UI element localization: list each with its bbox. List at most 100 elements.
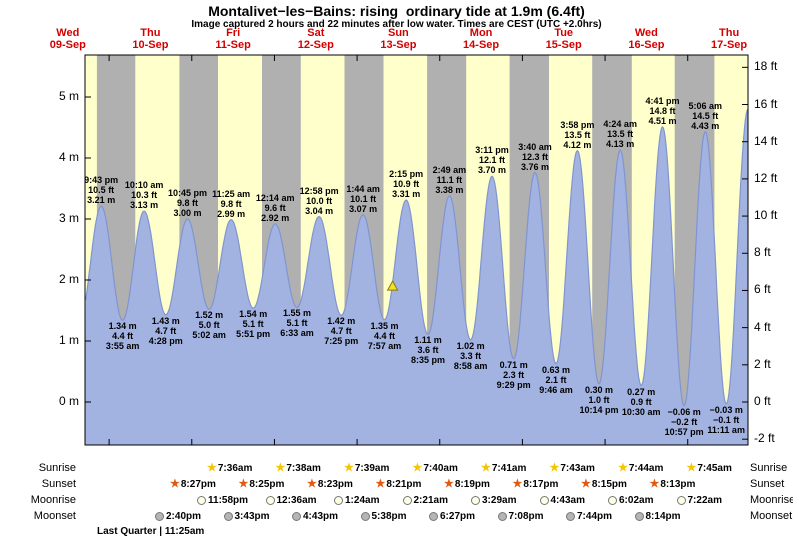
moonrise-time-entry: 3:29am [471,493,516,507]
day-label-date: 10-Sep [132,39,169,51]
moonset-time: 3:43pm [234,510,270,522]
sunset-time-entry: ★ 8:21pm [376,477,422,491]
high-tide-annotation: 3:58 pm 13.5 ft 4.12 m [540,120,614,150]
ephemeris-row-label-left-sunrise: Sunrise [38,462,76,474]
moonrise-time-entry: 6:02am [608,493,653,507]
day-label-date: 12-Sep [297,39,334,51]
moonrise-time: 2:21am [413,494,448,506]
moonrise-moon-icon [471,495,480,505]
tide-annotation-line: −0.03 m [709,404,743,415]
ephemeris-row-label-right-sunrise: Sunrise [750,462,788,474]
moonrise-time: 1:24am [345,494,380,506]
day-label-dow: Thu [140,27,161,39]
sunrise-time-entry: ★ 7:40am [413,461,458,475]
tide-annotation-line: 3:40 am [518,141,552,152]
sunrise-star-icon: ★ [275,461,286,474]
day-label-dow: Wed [56,27,80,39]
tide-annotation-line: 1:44 am [346,183,380,194]
sunset-star-icon: ★ [170,477,180,490]
moonset-time-entry: 6:27pm [429,509,475,523]
tide-annotation-line: 9:46 am [539,384,573,395]
tide-annotation-line: 5:51 pm [236,329,271,340]
sunrise-time: 7:44am [628,462,664,474]
tide-annotation-line: 1.35 m [370,320,399,331]
tide-annotation-line: 3.31 m [392,189,421,200]
sunrise-star-icon: ★ [344,461,354,474]
day-label: Mon 14-Sep [447,27,515,51]
tide-annotation-line: 1.02 m [456,340,485,351]
tide-annotation-line: 14.8 ft [649,105,676,116]
tide-annotation-line: 3.70 m [477,165,507,176]
tide-annotation-line: −0.06 m [667,406,701,417]
moonrise-time-entry: 2:21am [402,493,448,507]
sunset-time: 8:25pm [249,478,285,490]
moonrise-time-entry: 4:43am [539,493,585,507]
tide-annotation-line: 1.34 m [108,321,137,332]
tide-annotation-line: 3.00 m [173,208,202,218]
sunset-time-entry: ★ 8:13pm [650,477,696,491]
moonset-time: 6:27pm [440,510,476,522]
chart-subtitle: Image captured 2 hours and 22 minutes af… [191,19,602,30]
tide-annotation-line: 4.7 ft [155,325,177,336]
tide-curve-area [85,109,748,445]
moonrise-moon-icon [265,495,275,505]
high-tide-annotation: 1:44 am 10.1 ft 3.07 m [326,184,400,214]
low-tide-annotation: 0.27 m 0.9 ft 10:30 am [604,387,678,417]
day-label-dow: Wed [634,27,658,39]
sunrise-time: 7:38am [286,462,321,474]
moonrise-moon-icon [676,495,686,505]
y-axis-label-meters: 5 m [58,89,79,103]
y-axis-label-feet: 4 ft [754,319,771,334]
y-axis-label-feet: 2 ft [754,356,771,371]
high-tide-annotation: 3:40 am 12.3 ft 3.76 m [498,142,572,172]
y-axis-label-feet: 16 ft [754,96,778,111]
tide-annotation-line: 3.38 m [435,184,464,195]
tide-annotation-line: 9.6 ft [264,202,286,213]
y-axis-label-meters: 1 m [58,333,79,347]
moonset-time-entry: 8:14pm [634,509,681,523]
moonset-time: 8:14pm [645,510,681,522]
tide-annotation-line: 12.1 ft [478,155,505,166]
tide-annotation-line: 3:11 pm [475,145,509,156]
day-label: Tue 15-Sep [530,27,598,51]
tide-annotation-line: 3:55 am [105,341,140,352]
y-axis-label-meters: 2 m [58,272,79,286]
tide-annotation-line: 12.3 ft [521,151,548,162]
moonrise-time-entry: 7:22am [676,493,722,507]
high-tide-annotation: 9:43 pm 10.5 ft 3.21 m [64,175,138,205]
y-axis-label-feet: 18 ft [754,59,778,74]
sunset-time-entry: ★ 8:17pm [513,477,559,491]
day-label-date: 14-Sep [463,39,500,51]
y-axis-label-feet: 14 ft [754,133,778,148]
high-tide-annotation: 12:58 pm 10.0 ft 3.04 m [282,186,356,216]
low-tide-annotation: 1.55 m 5.1 ft 6:33 am [260,308,334,338]
chart-title: Montalivet−les−Bains: rising ordinary ti… [208,3,585,19]
day-label: Sat 12-Sep [282,27,350,51]
tide-annotation-line: 10.1 ft [350,193,377,204]
y-axis-label-feet: 12 ft [754,170,778,185]
day-label-dow: Fri [226,27,241,39]
high-tide-annotation: 12:14 am 9.6 ft 2.92 m [238,193,312,223]
y-axis-label-feet: 6 ft [754,282,771,297]
low-tide-annotation: −0.06 m −0.2 ft 10:57 pm [647,407,721,437]
sunrise-time: 7:41am [491,462,527,474]
moonset-time-entry: 7:44pm [566,509,612,523]
sunset-time: 8:19pm [454,478,490,490]
ephemeris-row-label-left-moonset: Moonset [33,510,76,522]
day-label-date: 16-Sep [628,39,665,51]
high-tide-annotation: 4:24 am 13.5 ft 4.13 m [583,119,657,149]
sunset-star-icon: ★ [444,477,454,490]
tide-annotation-line: 14.5 ft [692,110,719,121]
tide-annotation-line: 10.3 ft [131,190,158,201]
moonset-moon-icon [155,511,164,521]
low-tide-annotation: 1.52 m 5.0 ft 5:02 am [172,310,246,340]
tide-annotation-line: 3.07 m [349,203,378,214]
moonset-moon-icon [223,511,233,521]
moonset-time-entry: 5:38pm [360,509,407,523]
ephemeris-row-label-left-sunset: Sunset [41,478,76,490]
day-label-date: 09-Sep [49,39,86,51]
moonset-time-entry: 2:40pm [155,509,201,523]
moonset-time-entry: 7:08pm [497,509,544,523]
high-tide-annotation: 4:41 pm 14.8 ft 4.51 m [626,96,700,126]
moonrise-time: 12:36am [276,494,317,506]
